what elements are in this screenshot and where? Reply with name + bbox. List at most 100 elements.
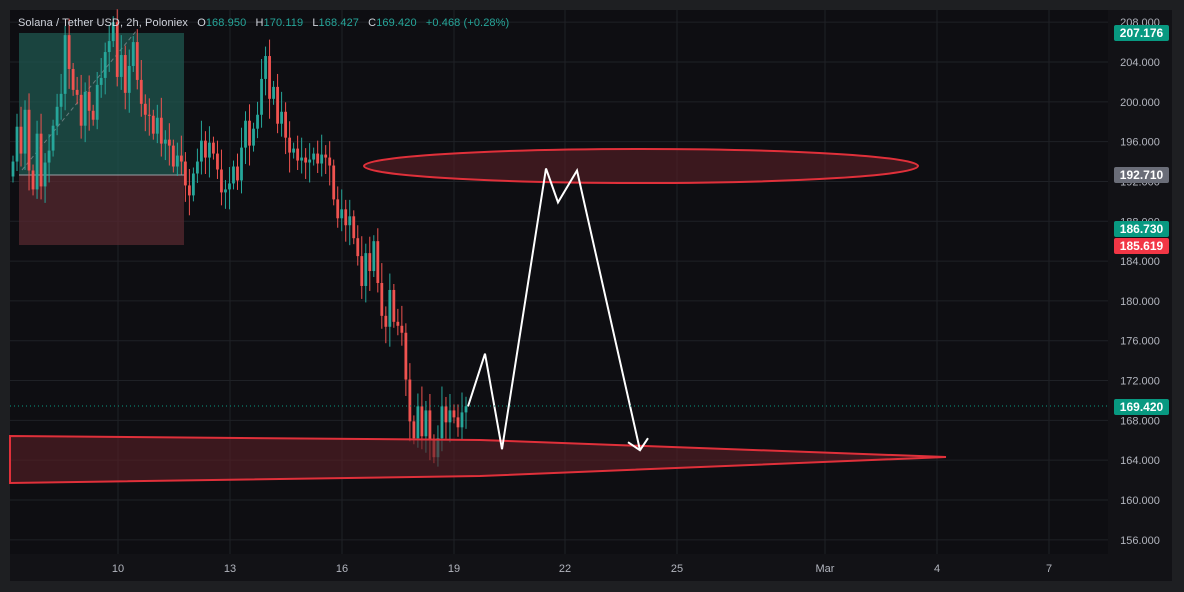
candle-body — [276, 86, 279, 124]
candle-body — [204, 140, 207, 158]
loss-zone — [19, 175, 184, 245]
y-tick-label: 176.000 — [1120, 336, 1160, 348]
candle-body — [208, 142, 211, 158]
candle-body — [63, 35, 67, 94]
candle-body — [115, 22, 119, 77]
y-tick-label: 160.000 — [1120, 495, 1160, 507]
candle-body — [320, 154, 324, 164]
resistance-price-badge: 192.710 — [1114, 167, 1169, 183]
candle-body — [35, 133, 39, 190]
candle-body — [139, 79, 143, 104]
x-tick-label: 25 — [671, 563, 683, 575]
candle-body — [368, 253, 372, 272]
candle-body — [216, 153, 219, 170]
x-tick-label: 10 — [112, 563, 124, 575]
symbol-title[interactable]: Solana / Tether USD, 2h, Poloniex — [18, 17, 189, 29]
candle-body — [360, 256, 364, 286]
candle-body — [224, 189, 227, 193]
candle-body — [408, 379, 412, 422]
candle-body — [183, 161, 187, 186]
candle-body — [119, 55, 123, 77]
x-tick-label: 19 — [448, 563, 460, 575]
candle-body — [380, 282, 384, 316]
candle-body — [87, 91, 91, 111]
low-label: L — [312, 17, 319, 29]
profit-zone — [19, 33, 184, 175]
candle-body — [364, 253, 368, 286]
candle-body — [75, 89, 79, 95]
candle-body — [404, 332, 408, 380]
candle-body — [23, 109, 27, 154]
candle-body — [159, 117, 163, 144]
candle-body — [384, 315, 388, 327]
candles — [11, 9, 468, 467]
resistance-zone[interactable] — [363, 148, 919, 184]
candle-body — [155, 117, 159, 134]
candle-body — [191, 173, 195, 196]
projection-path — [467, 167, 649, 452]
time-axis[interactable] — [10, 554, 1172, 581]
candle-body — [27, 109, 31, 171]
candle-body — [308, 159, 312, 163]
candle-body — [336, 199, 340, 219]
time-axis-labels: 10 13 16 19 22 25 Mar 4 7 — [112, 563, 1052, 575]
candle-body — [228, 183, 231, 190]
ohlc-legend: Solana / Tether USD, 2h, Poloniex O168.9… — [18, 17, 509, 29]
candle-body — [79, 94, 83, 126]
y-tick-label: 180.000 — [1120, 296, 1160, 308]
candle-body — [31, 170, 35, 190]
candle-body — [171, 145, 175, 167]
candle-body — [187, 185, 191, 196]
open-label: O — [197, 17, 206, 29]
candle-body — [268, 56, 271, 99]
candle-body — [19, 126, 23, 154]
y-tick-label: 164.000 — [1120, 455, 1160, 467]
candle-body — [147, 114, 151, 116]
candle-body — [332, 165, 336, 200]
candle-body — [284, 111, 288, 138]
candle-body — [51, 125, 55, 151]
candle-body — [151, 115, 155, 134]
candle-body — [127, 65, 131, 93]
x-tick-label: 13 — [224, 563, 236, 575]
candle-body — [312, 153, 316, 160]
support-zone[interactable] — [9, 434, 947, 485]
candle-body — [91, 110, 95, 120]
projection-line[interactable] — [467, 167, 641, 451]
y-tick-label: 196.000 — [1120, 137, 1160, 149]
candle-body — [316, 153, 320, 164]
candle-body — [348, 216, 352, 226]
candle-body — [236, 166, 239, 181]
y-tick-label: 204.000 — [1120, 57, 1160, 69]
position-box — [19, 29, 184, 245]
candle-body — [252, 128, 255, 146]
y-tick-label: 156.000 — [1120, 535, 1160, 547]
price-axis[interactable] — [1108, 10, 1172, 554]
x-tick-label: Mar — [816, 563, 835, 575]
price-axis-labels: 156.000 160.000 164.000 168.000 172.000 176.0… — [1120, 17, 1160, 547]
candle-body — [83, 91, 87, 126]
candle-body — [460, 412, 464, 428]
candle-body — [260, 78, 263, 115]
candle-body — [372, 241, 376, 272]
top-price-badge: 207.176 — [1114, 25, 1169, 41]
candle-body — [107, 41, 111, 53]
x-tick-label: 4 — [934, 563, 940, 575]
candle-body — [396, 321, 400, 326]
candle-body — [400, 325, 404, 333]
candle-body — [103, 52, 107, 78]
candle-body — [256, 114, 259, 129]
candle-body — [55, 106, 59, 126]
candle-body — [324, 154, 328, 158]
close-label: C — [368, 17, 377, 29]
candle-body — [300, 157, 304, 161]
candle-body — [240, 147, 243, 181]
x-tick-label: 22 — [559, 563, 571, 575]
candle-body — [464, 406, 468, 413]
target-up-badge: 186.730 — [1114, 221, 1169, 237]
candle-body — [280, 111, 283, 124]
candle-body — [11, 161, 15, 177]
candle-body — [143, 103, 147, 115]
candle-body — [135, 42, 139, 80]
